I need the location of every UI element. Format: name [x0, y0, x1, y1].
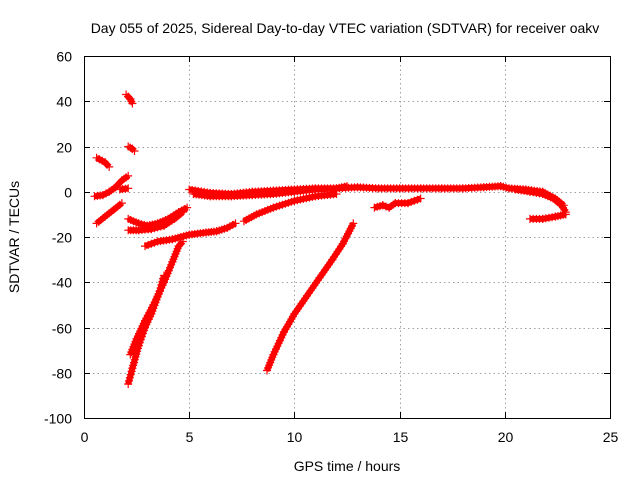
- y-tick-label: 0: [64, 185, 72, 201]
- y-tick-label: -40: [52, 275, 72, 291]
- data-point-marker: [105, 162, 114, 171]
- chart-title: Day 055 of 2025, Sidereal Day-to-day VTE…: [91, 20, 600, 36]
- data-point-marker: [231, 219, 240, 228]
- series-arc-4: [122, 90, 137, 108]
- x-tick-label: 10: [287, 429, 303, 445]
- data-point-marker: [130, 147, 139, 155]
- data-point-marker: [178, 208, 187, 217]
- y-tick-label: -80: [52, 366, 72, 382]
- series-arc-16: [370, 194, 425, 212]
- data-point-marker: [561, 210, 570, 219]
- y-tick-label: -60: [52, 321, 72, 337]
- x-axis-label: GPS time / hours: [294, 458, 401, 474]
- x-tick-label: 0: [81, 429, 89, 445]
- series-arc-6: [115, 184, 133, 194]
- data-point-marker: [117, 199, 126, 208]
- series-arc-3: [92, 199, 126, 228]
- axis-ticks: 0 5 10 15 20 25 -100 -80 -60 -40 -20 0 20 40 60: [44, 49, 619, 446]
- x-tick-label: 5: [186, 429, 194, 445]
- series-arc-15: [263, 219, 358, 375]
- data-point-marker: [124, 184, 133, 193]
- series-arc-18: [526, 210, 570, 223]
- series-arc-9: [141, 219, 240, 251]
- y-axis-label: SDTVAR / TECUs: [6, 181, 22, 293]
- data-point-marker: [332, 190, 341, 198]
- series-arc-11: [126, 237, 187, 359]
- y-tick-label: 60: [56, 49, 72, 65]
- series-arc-1: [92, 153, 114, 171]
- data-point-marker: [349, 219, 358, 228]
- series-arc-8: [124, 208, 187, 235]
- data-point-marker: [416, 194, 425, 203]
- y-tick-label: 20: [56, 140, 72, 156]
- data-series: [90, 90, 570, 389]
- series-arc-14: [239, 190, 341, 226]
- series-arc-5: [124, 142, 139, 155]
- y-tick-label: -100: [44, 411, 72, 427]
- data-point-marker: [183, 203, 192, 212]
- x-tick-label: 15: [393, 429, 409, 445]
- data-point-marker: [178, 237, 187, 246]
- data-point-marker: [124, 171, 133, 180]
- data-point-marker: [343, 182, 351, 191]
- x-tick-label: 25: [603, 429, 619, 445]
- y-tick-label: 40: [56, 94, 72, 110]
- series-arc-2: [90, 171, 133, 201]
- x-tick-label: 20: [498, 429, 514, 445]
- y-tick-label: -20: [52, 230, 72, 246]
- series-arc-17: [511, 185, 570, 217]
- data-point-marker: [128, 99, 137, 108]
